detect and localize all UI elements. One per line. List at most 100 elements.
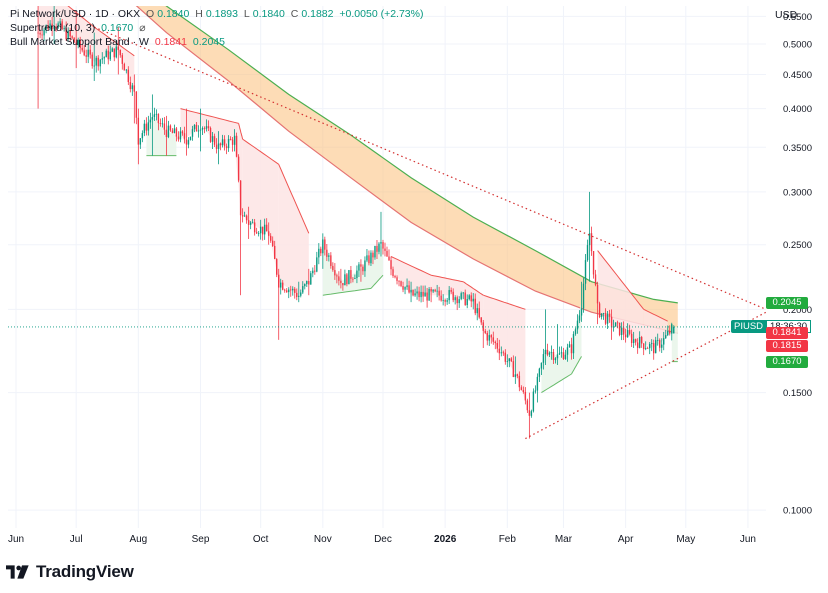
candle [452,288,454,303]
candle [502,350,505,356]
candle [544,309,547,366]
candle-body [95,57,97,66]
band-legend[interactable]: Bull Market Support Band · W 0.1841 0.20… [10,36,228,49]
candle [221,134,224,148]
tradingview-logo[interactable]: TradingView [6,562,134,582]
hidden-eye-icon[interactable]: ⌀ [139,22,146,34]
candle [476,303,478,321]
y-tick-label: 0.3000 [783,187,812,198]
candle-body [183,133,186,140]
candle-body [63,28,65,29]
candle-body [470,295,472,302]
supertrend-name: Supertrend (10, 3) [10,22,96,34]
change-value: +0.0050 (+2.73%) [339,8,424,20]
candle [269,233,272,243]
candle-body [316,257,318,272]
candle [75,11,77,69]
candle [538,367,541,383]
candle-body [358,264,360,271]
candle-body [280,282,282,288]
candle [406,278,408,290]
candle-body [45,25,47,30]
candle [390,256,392,276]
candle [673,325,675,334]
candle-body [606,313,609,324]
candle-body [484,330,486,333]
candle-body [636,342,639,348]
supertrend-line [571,356,582,375]
candle-body [171,130,174,134]
candle-body [133,85,136,92]
candle-body [610,316,613,328]
supertrend-fill [371,244,383,289]
candle-body [177,136,180,140]
candle [598,301,601,319]
candle-body [412,289,414,296]
candle [340,268,342,289]
candle [141,130,144,143]
candle-body [245,215,248,221]
candle [247,206,250,239]
candle [388,249,390,261]
candle [133,74,136,124]
candle-body [508,358,511,362]
candle [161,117,164,128]
candle-body [179,131,182,140]
candle [336,273,338,284]
candle-body [251,222,254,224]
candle [284,288,286,293]
candle [177,131,180,142]
candle [350,266,352,284]
candle-body [354,278,356,279]
candle [193,124,196,133]
candle [306,280,308,287]
candle-body [265,224,268,232]
candle-body [364,260,366,272]
candle [418,286,420,302]
candle-body [97,57,99,67]
candle-body [169,125,172,131]
candle [97,55,99,71]
candle-body [157,113,160,124]
candle-body [673,326,675,334]
candle [560,346,563,358]
supertrend-legend[interactable]: Supertrend (10, 3) 0.1670 ⌀ [10,22,149,35]
candle [488,329,490,346]
candle-body [312,270,314,274]
candle [127,66,130,86]
candle [368,250,370,266]
candle-body [530,411,533,416]
candle [147,115,150,136]
symbol-title[interactable]: Pi Network/USD · 1D · OKX [10,8,141,20]
candle-body [201,128,204,130]
candle [280,278,282,295]
candle [548,351,551,358]
candle [282,280,284,291]
candle [239,180,242,296]
candle-body [101,58,103,60]
candle-body [243,215,246,217]
candle-body [650,343,653,345]
axes: 0.1000 0.1500 0.2000 0.2500 0.3000 0.3500 0.40… [8,12,812,545]
candle-body [229,138,232,140]
candle-body [334,270,336,276]
candle-body [552,351,555,361]
candle [434,288,436,293]
candle-body [352,278,354,280]
candle-body [616,322,619,324]
candle-body [458,299,460,304]
candle-body [51,23,53,29]
candle [51,16,53,37]
candle [129,76,132,93]
candle-body [269,235,272,241]
candle [47,20,49,31]
supertrend-line [278,164,310,234]
candle-body [368,255,370,264]
candle [288,287,290,299]
candle [410,281,412,303]
candle-body [480,317,482,323]
candle [384,242,386,257]
candle [444,298,446,307]
candle-body [528,410,531,416]
